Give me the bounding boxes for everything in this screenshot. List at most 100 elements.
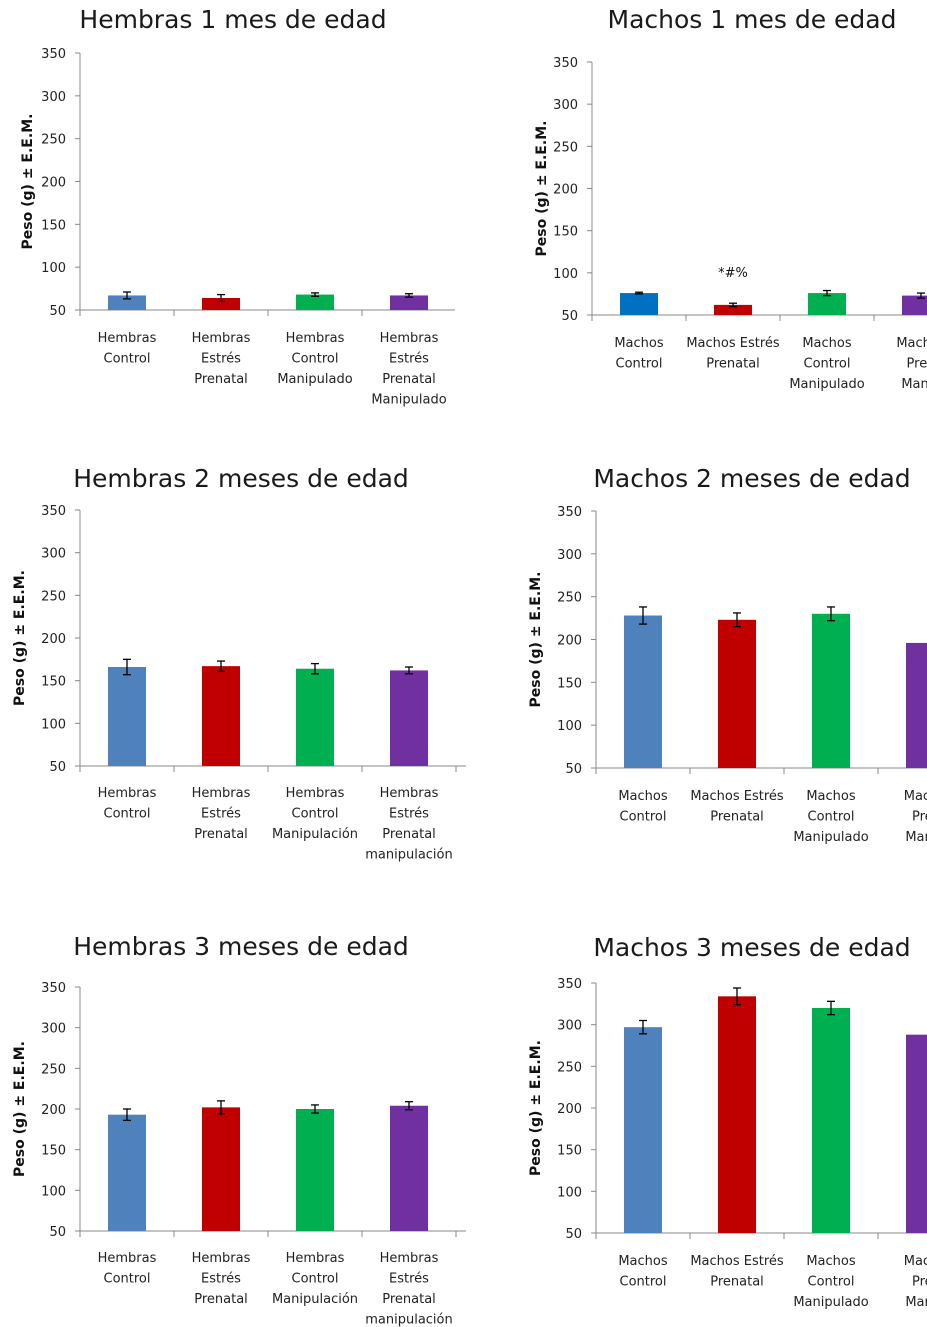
x-category-label-line: Machos xyxy=(806,1254,856,1269)
y-tick-label: 50 xyxy=(49,1225,66,1240)
chart-panel-2: Machos 1 mes de edad Peso (g) ± E.E.M. 50 1… xyxy=(534,5,927,392)
x-category-label-line: Control xyxy=(804,357,851,372)
bar xyxy=(620,293,658,315)
x-category-label-line: Manipulado xyxy=(277,372,352,387)
y-tick-label: 100 xyxy=(553,267,578,282)
chart-panel-5: Hembras 3 meses de edad Peso (g) ± E.E.M.… xyxy=(12,932,466,1327)
x-category-label-line: Control xyxy=(292,807,339,822)
y-axis-label: Peso (g) ± E.E.M. xyxy=(12,1041,28,1177)
y-tick-label: 250 xyxy=(557,591,582,606)
x-category-label-line: Hembras xyxy=(380,786,439,801)
x-category-label-line: Control xyxy=(620,1275,667,1290)
x-category-label: Hembras Estrés Prenatal Manipulado xyxy=(371,331,446,408)
x-category-label-line: Estrés xyxy=(389,807,429,822)
x-category-label-line: Control xyxy=(104,352,151,367)
x-category-label: Machos Control xyxy=(618,1254,668,1290)
y-tick-label: 350 xyxy=(41,981,66,996)
y-tick-label: 150 xyxy=(557,676,582,691)
x-category-label-line: Manipulación xyxy=(272,827,358,842)
x-category-label-line: Hembras xyxy=(98,331,157,346)
x-category-label: Hembras Control Manipulación xyxy=(272,786,358,842)
y-tick-label: 150 xyxy=(41,675,66,690)
bar xyxy=(296,1109,334,1231)
y-tick-label: 100 xyxy=(557,1185,582,1200)
x-category-label-line: Prenatal xyxy=(706,357,760,372)
x-category-label-line: Control xyxy=(620,810,667,825)
x-category-label-line: Manip xyxy=(905,1295,927,1310)
x-category-label-line: Estrés xyxy=(201,807,241,822)
y-axis-label: Peso (g) ± E.E.M. xyxy=(534,121,550,257)
x-category-label: Machos Control Manipulado xyxy=(793,1254,868,1310)
y-tick-label: 200 xyxy=(557,634,582,649)
y-tick-label: 350 xyxy=(41,47,66,62)
y-tick-label: 250 xyxy=(41,133,66,148)
y-tick-label: 150 xyxy=(41,1144,66,1159)
chart-panel-1: Hembras 1 mes de edad Peso (g) ± E.E.M. 50… xyxy=(20,5,455,408)
x-category-label-line: Manipulado xyxy=(793,1295,868,1310)
x-category-label-line: Control xyxy=(292,352,339,367)
chart-title: Hembras 1 mes de edad xyxy=(79,5,386,34)
y-axis-label: Peso (g) ± E.E.M. xyxy=(528,1040,544,1176)
x-category-label: Hembras Estrés Prenatal xyxy=(192,786,251,842)
x-category-label: Machos Control xyxy=(614,336,664,372)
y-tick-label: 200 xyxy=(553,183,578,198)
x-category-label-line: Control xyxy=(104,1272,151,1287)
x-category-label-line: Pren xyxy=(907,357,927,372)
x-category-label-line: Prenatal xyxy=(382,372,436,387)
y-tick-label: 200 xyxy=(41,176,66,191)
x-category-label-line: Prenatal xyxy=(194,827,248,842)
chart-panel-3: Hembras 2 meses de edad Peso (g) ± E.E.M.… xyxy=(12,464,466,863)
y-axis-label: Peso (g) ± E.E.M. xyxy=(528,572,544,708)
y-tick-label: 50 xyxy=(561,309,578,324)
y-tick-label: 150 xyxy=(41,218,66,233)
y-tick-label: 300 xyxy=(41,547,66,562)
y-tick-label: 100 xyxy=(41,261,66,276)
y-tick-label: 50 xyxy=(49,760,66,775)
x-category-label: Macho Prer Manip xyxy=(904,1254,927,1310)
x-category-label-line: Manip xyxy=(905,830,927,845)
x-category-label-line: Manipulado xyxy=(371,393,446,408)
x-category-label-line: Hembras xyxy=(98,1251,157,1266)
y-tick-label: 250 xyxy=(41,1062,66,1077)
bar xyxy=(202,298,240,310)
significance-annotation: *#% xyxy=(718,266,748,281)
y-tick-label: 50 xyxy=(565,1227,582,1242)
y-tick-label: 200 xyxy=(557,1102,582,1117)
y-tick-label: 150 xyxy=(553,225,578,240)
y-tick-label: 350 xyxy=(557,977,582,992)
y-tick-label: 50 xyxy=(49,304,66,319)
x-category-label-line: Estrés xyxy=(389,352,429,367)
y-tick-label: 350 xyxy=(553,56,578,71)
bar xyxy=(906,642,927,768)
x-category-label-line: Control xyxy=(292,1272,339,1287)
x-category-label: Hembras Estrés Prenatal xyxy=(192,331,251,387)
bar xyxy=(624,615,662,768)
x-category-label-line: Prenatal xyxy=(194,1292,248,1307)
x-category-label-line: Prer xyxy=(912,810,927,825)
x-category-label-line: manipulación xyxy=(365,1313,453,1327)
bar xyxy=(390,670,428,766)
y-tick-label: 100 xyxy=(41,1184,66,1199)
bar xyxy=(202,666,240,766)
x-category-label-line: Machos xyxy=(618,789,668,804)
bar xyxy=(108,667,146,766)
x-category-label-line: Manipulado xyxy=(789,377,864,392)
bar xyxy=(108,1114,146,1231)
x-category-label-line: Prenatal xyxy=(382,1292,436,1307)
x-category-label-line: Hembras xyxy=(98,786,157,801)
x-category-label-line: Machos xyxy=(614,336,664,351)
chart-title: Hembras 3 meses de edad xyxy=(73,932,409,961)
x-category-label-line: Hembras xyxy=(286,786,345,801)
bar xyxy=(718,996,756,1233)
x-category-label-line: Hembras xyxy=(380,331,439,346)
bar xyxy=(624,1027,662,1233)
x-category-label: Machos Estrés Prenatal xyxy=(690,1254,784,1290)
x-category-label: Hembras Control Manipulación xyxy=(272,1251,358,1307)
x-category-label-line: Machos xyxy=(896,336,927,351)
x-category-label: Machos Control xyxy=(618,789,668,825)
x-category-label: Hembras Estrés Prenatal manipulación xyxy=(365,786,453,863)
bar xyxy=(902,295,927,315)
x-category-label: Machos Estrés Prenatal xyxy=(690,789,784,825)
bar xyxy=(296,668,334,766)
